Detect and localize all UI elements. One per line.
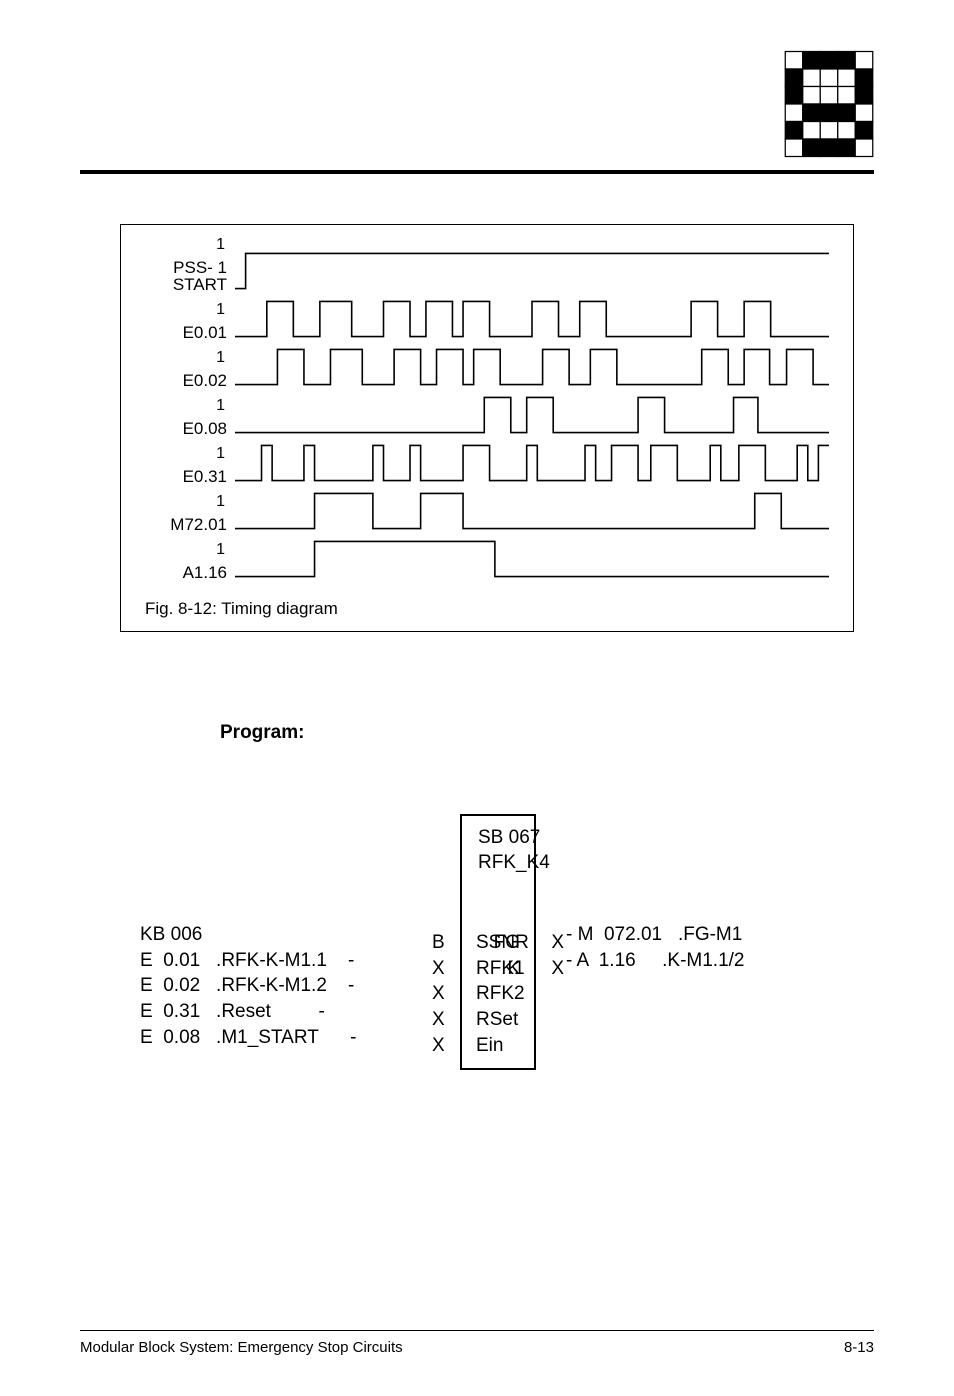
signal-label: 1E0.01 xyxy=(145,324,235,341)
timing-row: 1E0.01 xyxy=(145,293,829,341)
sb-block-diagram: KB 006 E 0.01 .RFK-K-M1.1 -E 0.02 .RFK-K… xyxy=(140,814,874,1070)
sb-output-letters: X X xyxy=(551,930,564,981)
sb-right-column: - M 072.01 .FG-M1- A 1.16 .K-M1.1/2 xyxy=(566,814,744,973)
sb-output-names: FGK xyxy=(494,930,520,981)
timing-row: 1E0.08 xyxy=(145,389,829,437)
sb-input-name: RSet xyxy=(476,1007,529,1033)
sb-output-name: FG xyxy=(494,930,520,956)
signal-waveform xyxy=(235,489,829,533)
sb-left-row: E 0.01 .RFK-K-M1.1 - xyxy=(140,948,460,974)
sb-title-2: RFK_K4 xyxy=(478,852,550,873)
sb-block-title: SB 067 RFK_K4 xyxy=(478,826,514,875)
sb-title-1: SB 067 xyxy=(478,827,540,848)
sb-input-letter: X xyxy=(432,956,445,982)
sb-left-row: E 0.31 .Reset - xyxy=(140,999,460,1025)
signal-label: 1A1.16 xyxy=(145,564,235,581)
signal-label: 1E0.31 xyxy=(145,468,235,485)
sb-input-letter: X xyxy=(432,1033,445,1059)
timing-row: 1E0.31 xyxy=(145,437,829,485)
signal-label: 1E0.02 xyxy=(145,372,235,389)
timing-row: 1PSS- 1START xyxy=(145,245,829,293)
sb-block-box: SB 067 RFK_K4 B X X X X SSNRRFK1RFK2RSet… xyxy=(460,814,536,1070)
signal-waveform xyxy=(235,393,829,437)
signal-label: 1PSS- 1START xyxy=(145,259,235,293)
sb-input-letter: X xyxy=(432,1007,445,1033)
sb-left-column: KB 006 E 0.01 .RFK-K-M1.1 -E 0.02 .RFK-K… xyxy=(140,814,460,1050)
sb-left-row: E 0.08 .M1_START - xyxy=(140,1025,460,1051)
footer-left: Modular Block System: Emergency Stop Cir… xyxy=(80,1339,403,1356)
sb-output-name: K xyxy=(494,956,520,982)
corner-logo xyxy=(784,50,874,163)
timing-caption: Fig. 8-12: Timing diagram xyxy=(145,599,829,619)
sb-output-letter: X xyxy=(551,956,564,982)
sb-output-letter: X xyxy=(551,930,564,956)
program-heading: Program: xyxy=(220,722,874,744)
sb-right-row: - A 1.16 .K-M1.1/2 xyxy=(566,948,744,974)
sb-right-row: - M 072.01 .FG-M1 xyxy=(566,922,744,948)
signal-waveform xyxy=(235,441,829,485)
sb-input-letter: B xyxy=(432,930,445,956)
timing-row: 1M72.01 xyxy=(145,485,829,533)
page-footer: Modular Block System: Emergency Stop Cir… xyxy=(80,1330,874,1356)
sb-left-row: KB 006 xyxy=(140,922,460,948)
sb-input-name: RFK2 xyxy=(476,981,529,1007)
sb-left-row: E 0.02 .RFK-K-M1.2 - xyxy=(140,973,460,999)
signal-waveform xyxy=(235,537,829,581)
footer-right: 8-13 xyxy=(844,1339,874,1356)
sb-input-letter: X xyxy=(432,981,445,1007)
timing-row: 1A1.16 xyxy=(145,533,829,581)
signal-label: 1M72.01 xyxy=(145,516,235,533)
header-divider xyxy=(80,170,874,174)
timing-diagram-box: 1PSS- 1START 1E0.01 1E0.02 1E0.08 1E0.31 1M72… xyxy=(120,224,854,632)
sb-input-letters: B X X X X xyxy=(432,930,445,1058)
signal-waveform xyxy=(235,249,829,293)
signal-waveform xyxy=(235,345,829,389)
signal-waveform xyxy=(235,297,829,341)
timing-row: 1E0.02 xyxy=(145,341,829,389)
signal-label: 1E0.08 xyxy=(145,420,235,437)
sb-input-name: Ein xyxy=(476,1033,529,1059)
